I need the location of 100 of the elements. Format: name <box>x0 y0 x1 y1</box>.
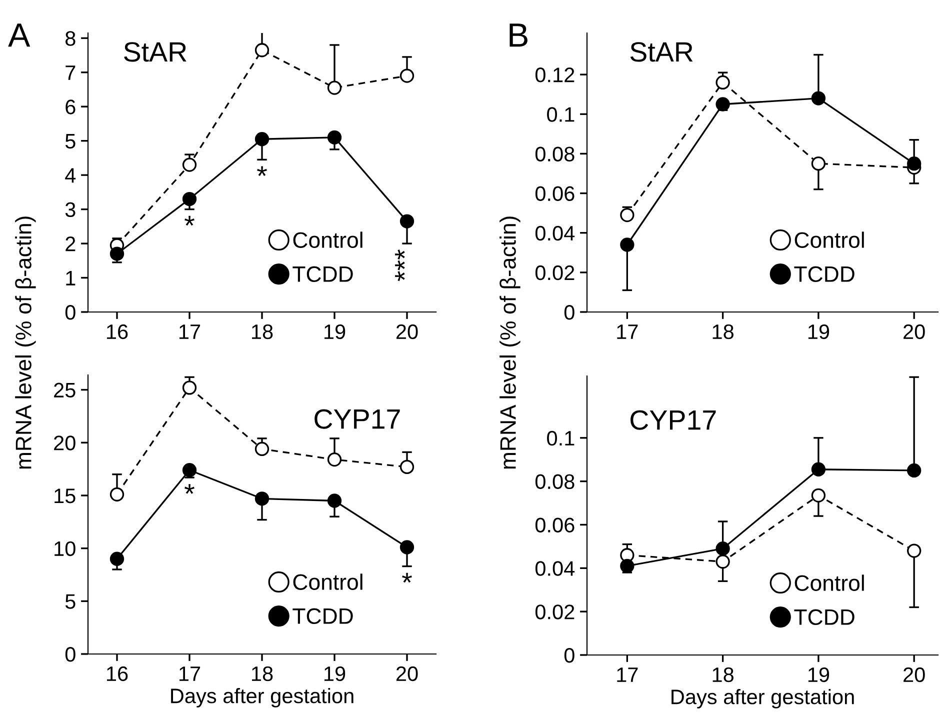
text: B <box>510 24 528 47</box>
x-tick-label: 19 <box>808 667 830 682</box>
y-tick-label: 0.04 <box>535 226 575 241</box>
legend-label: Control <box>794 232 864 248</box>
y-tick-label: 8 <box>66 31 76 46</box>
y-axis-title: mRNA level (% of β-actin) <box>500 216 520 469</box>
y-tick-label: 0.06 <box>535 186 574 202</box>
point <box>400 68 414 83</box>
legend-label: Control <box>293 574 362 590</box>
text: CYP17 <box>314 409 400 429</box>
y-tick-label: 0.1 <box>547 430 574 446</box>
point <box>182 380 197 395</box>
y-tick-label: 0.08 <box>535 146 574 162</box>
chart-title: StAR <box>124 42 186 62</box>
point <box>716 97 730 112</box>
point <box>620 208 634 222</box>
point <box>254 442 270 456</box>
point <box>182 192 197 206</box>
point <box>811 156 826 171</box>
point <box>400 540 414 554</box>
x-tick-label: 19 <box>324 666 346 682</box>
annotation: * <box>257 166 267 176</box>
x-tick-label: 20 <box>396 666 418 682</box>
point <box>716 75 730 90</box>
y-tick-label: 0.02 <box>535 604 574 620</box>
x-tick-label: 17 <box>180 666 200 681</box>
point <box>620 238 634 252</box>
point <box>400 460 414 474</box>
y-tick-label: 10 <box>54 541 76 556</box>
x-tick-label: 20 <box>904 324 925 340</box>
x-tick-label: 18 <box>252 324 273 340</box>
y-tick-label: 15 <box>54 488 76 504</box>
legend-label: TCDD <box>794 266 854 282</box>
chart-title: StAR <box>630 42 693 62</box>
point <box>327 130 342 144</box>
x-tick-label: 19 <box>808 324 830 340</box>
point <box>400 214 414 228</box>
y-tick-label: 0 <box>564 305 574 320</box>
y-axis-title: mRNA level (% of β-actin) <box>15 216 36 469</box>
legend-label: TCDD <box>292 608 353 624</box>
y-tick-label: 0 <box>65 647 76 662</box>
y-tick-label: 25 <box>54 382 76 398</box>
y-tick-label: 4 <box>65 168 76 183</box>
y-tick-label: 0.12 <box>535 68 574 82</box>
y-tick-label: 1 <box>66 270 76 286</box>
x-tick-label: 18 <box>252 666 273 682</box>
x-axis-title: Days after gestation <box>672 689 854 708</box>
point <box>327 452 342 467</box>
point <box>907 156 922 171</box>
x-tick-label: 17 <box>617 324 638 339</box>
y-tick-label: 5 <box>65 134 76 149</box>
point <box>182 158 197 172</box>
x-tick-label: 19 <box>324 324 346 340</box>
y-tick-label: 3 <box>65 202 76 218</box>
point <box>716 554 730 569</box>
point <box>907 544 922 558</box>
x-axis-title: Days after gestation <box>171 688 354 708</box>
annotation: * <box>184 216 194 226</box>
point <box>110 552 124 566</box>
annotation: * <box>402 572 412 583</box>
x-tick-label: 18 <box>712 324 734 340</box>
y-tick-label: 0.02 <box>535 265 574 280</box>
annotation: *** <box>395 250 405 282</box>
x-tick-label: 20 <box>396 324 418 340</box>
legend-label: Control <box>293 232 362 248</box>
legend-label: TCDD <box>292 266 353 282</box>
y-tick-label: 0 <box>65 305 76 320</box>
annotation: * <box>184 484 194 494</box>
y-tick-label: 0.04 <box>535 561 575 576</box>
x-tick-label: 18 <box>712 667 734 682</box>
y-tick-label: 7 <box>66 66 76 80</box>
point <box>254 43 270 58</box>
y-tick-label: 0.06 <box>535 518 574 532</box>
point <box>811 91 826 106</box>
x-tick-label: 16 <box>107 324 128 340</box>
point <box>811 462 826 476</box>
y-tick-label: 6 <box>66 100 76 114</box>
point <box>182 463 197 478</box>
point <box>254 132 270 146</box>
text: A <box>8 24 30 47</box>
x-tick-label: 20 <box>904 667 925 682</box>
point <box>716 542 730 556</box>
point <box>327 494 342 508</box>
point <box>327 80 342 95</box>
point <box>110 487 124 502</box>
y-tick-label: 0 <box>564 648 574 663</box>
legend-label: Control <box>794 574 864 591</box>
point <box>254 492 270 506</box>
y-tick-label: 0.08 <box>535 474 574 490</box>
point <box>907 463 922 478</box>
x-tick-label: 17 <box>617 668 638 682</box>
y-tick-label: 20 <box>54 436 76 450</box>
y-tick-label: 2 <box>66 236 76 252</box>
y-tick-label: 0.1 <box>547 107 574 122</box>
text: CYP17 <box>630 410 716 430</box>
point <box>811 488 826 502</box>
y-tick-label: 5 <box>65 594 76 609</box>
legend-label: TCDD <box>794 609 854 626</box>
point <box>620 558 634 574</box>
x-tick-label: 16 <box>107 666 128 682</box>
